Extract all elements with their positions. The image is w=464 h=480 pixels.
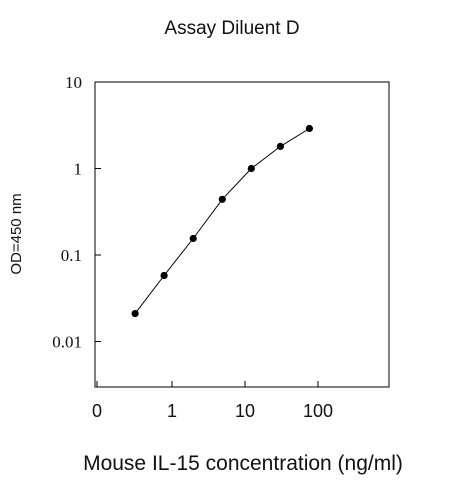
data-point <box>131 310 139 318</box>
data-point <box>247 164 255 173</box>
x-axis-label: Mouse IL-15 concentration (ng/ml) <box>83 452 403 475</box>
series-group <box>131 124 313 318</box>
y-tick-label: 0.1 <box>61 246 82 265</box>
x-tick-label: 100 <box>303 401 333 421</box>
x-tick-label: 0 <box>92 401 102 421</box>
y-tick-label: 0.01 <box>52 333 82 352</box>
x-tick-label: 1 <box>167 401 177 421</box>
data-point <box>189 234 197 243</box>
y-axis-label: OD=450 nm <box>8 193 25 274</box>
y-tick-label: 1 <box>74 160 83 179</box>
plot-frame <box>94 81 390 388</box>
data-point <box>276 142 284 150</box>
x-axis: 0 1 10 100 <box>92 381 333 421</box>
data-point <box>218 195 226 203</box>
x-tick-label: 10 <box>235 401 255 421</box>
data-point <box>305 124 313 133</box>
data-point <box>160 271 168 280</box>
y-tick-label: 10 <box>65 73 82 92</box>
chart-title: Assay Diluent D <box>164 18 299 39</box>
y-axis: 10 1 0.1 0.01 <box>52 73 101 352</box>
series-line <box>134 128 310 314</box>
